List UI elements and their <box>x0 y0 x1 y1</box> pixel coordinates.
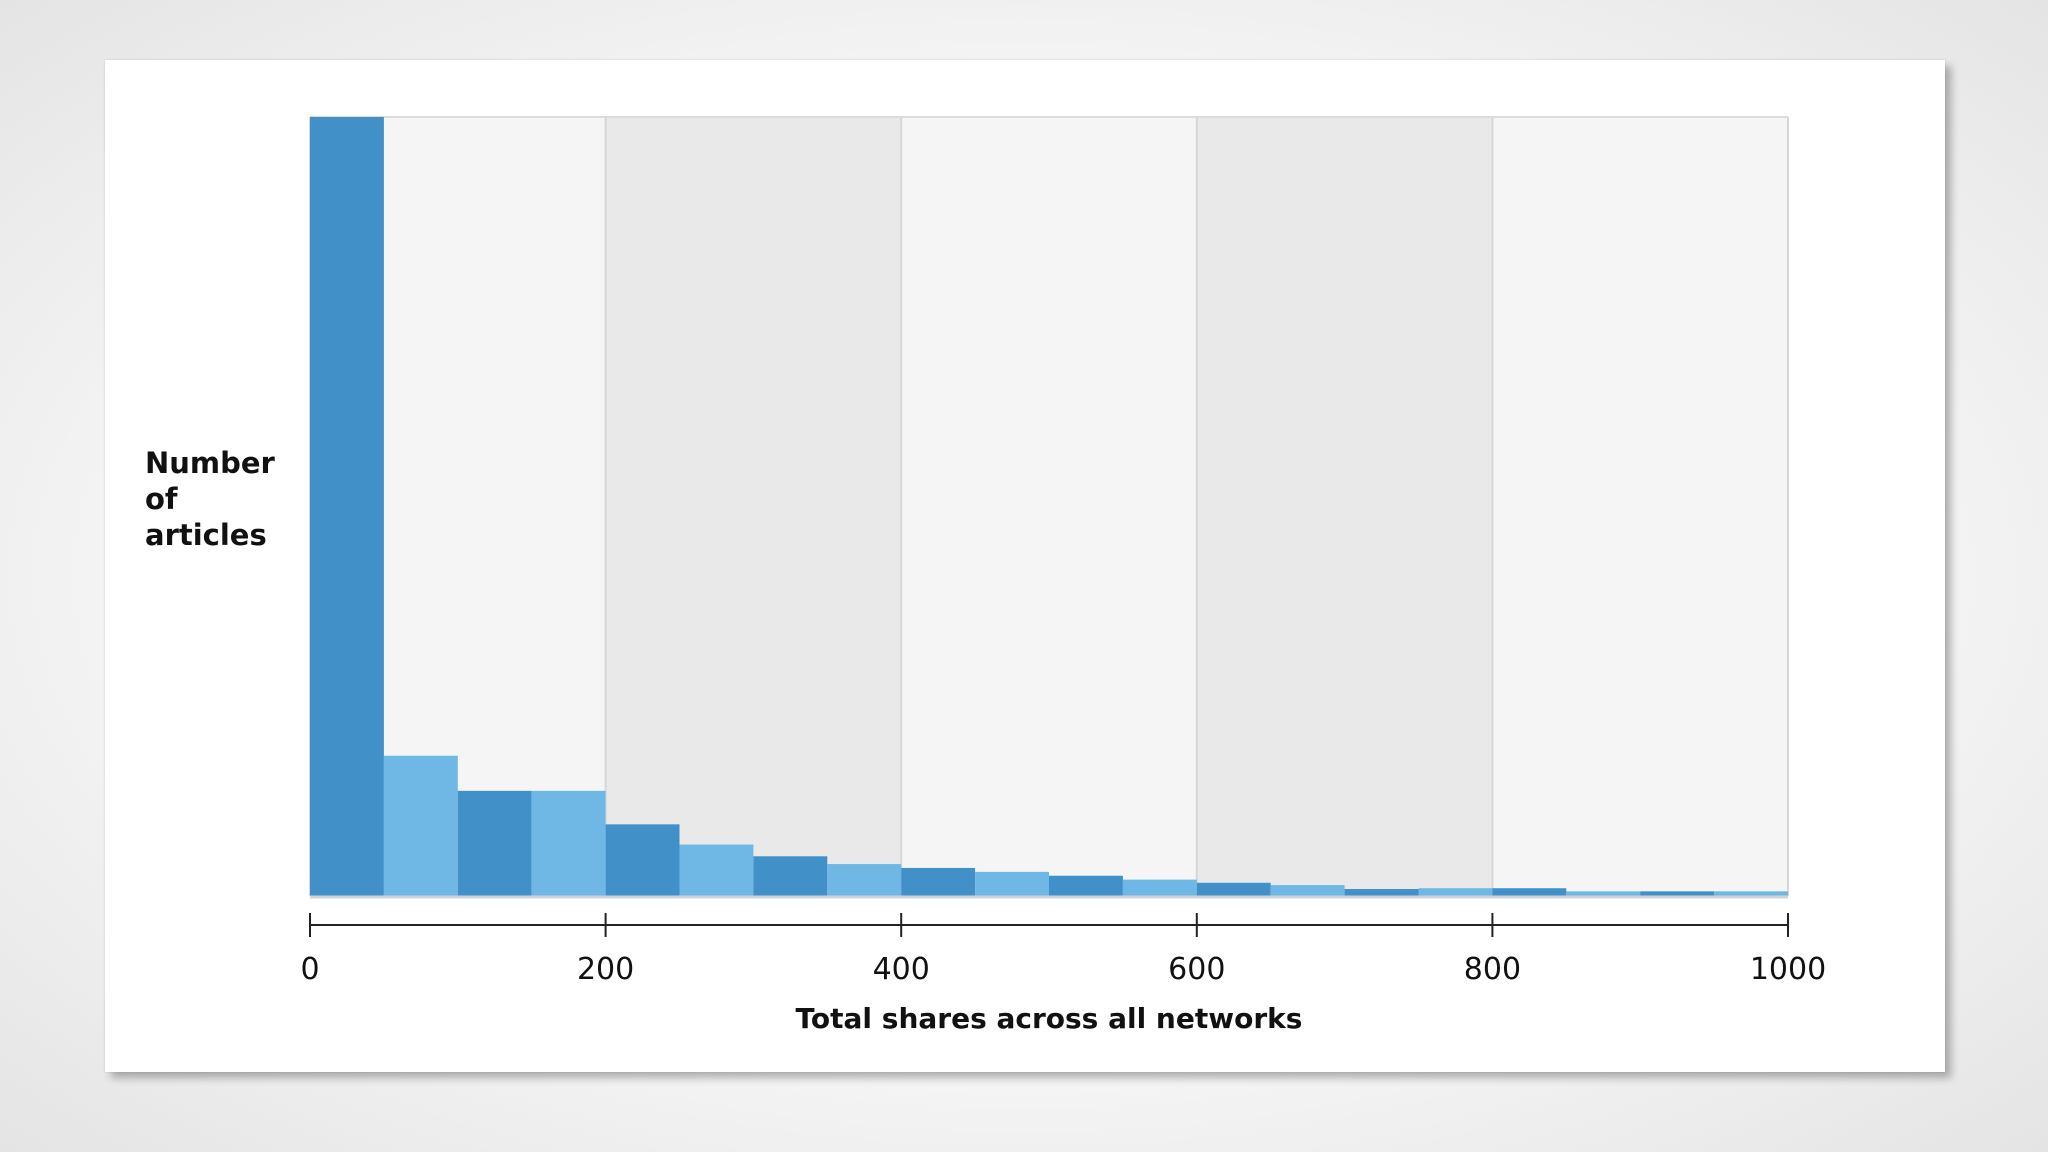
background-band <box>1492 117 1788 896</box>
histogram-bar <box>457 790 532 896</box>
histogram-bar <box>1418 888 1493 896</box>
y-axis-label-line-3: articles <box>145 518 267 552</box>
background-band <box>605 117 902 896</box>
histogram-bars <box>310 117 1788 899</box>
x-axis-label: Total shares across all networks <box>796 1002 1303 1035</box>
histogram-bar <box>1714 891 1788 896</box>
background-bands <box>310 117 1788 896</box>
background-band <box>1196 117 1493 896</box>
histogram-bar <box>310 117 384 896</box>
histogram-bar <box>975 871 1049 896</box>
background-band <box>901 117 1197 896</box>
histogram-bar <box>679 844 754 896</box>
y-axis-label-line-1: Number <box>145 446 275 480</box>
histogram-chart: 0 200 400 600 800 1000 Total shares across al… <box>300 116 1826 1035</box>
histogram-bar <box>1344 888 1419 896</box>
histogram-bar <box>1122 879 1197 896</box>
histogram-bar <box>383 755 458 896</box>
histogram-bar <box>1566 891 1641 896</box>
x-axis: 0 200 400 600 800 1000 <box>300 913 1826 987</box>
y-axis-label: Number of articles <box>145 445 275 553</box>
histogram-bar <box>1196 882 1271 896</box>
x-tick-label: 1000 <box>1750 952 1826 987</box>
histogram-bar <box>753 856 828 896</box>
histogram-bar <box>1640 891 1715 896</box>
x-tick-label: 400 <box>873 952 930 987</box>
histogram-bar <box>827 864 902 896</box>
histogram-bar <box>531 790 606 896</box>
histogram-bar <box>605 824 680 896</box>
x-tick-label: 0 <box>300 952 319 987</box>
histogram-bar <box>1492 888 1567 896</box>
x-tick-label: 800 <box>1464 952 1521 987</box>
x-tick-label: 200 <box>577 952 634 987</box>
y-axis-label-line-2: of <box>145 482 178 516</box>
histogram-bar <box>1049 875 1123 896</box>
histogram-bar <box>901 867 976 896</box>
histogram-bar <box>1270 885 1345 896</box>
x-tick-label: 600 <box>1168 952 1225 987</box>
chart-card: 0 200 400 600 800 1000 Total shares across al… <box>105 60 1945 1072</box>
